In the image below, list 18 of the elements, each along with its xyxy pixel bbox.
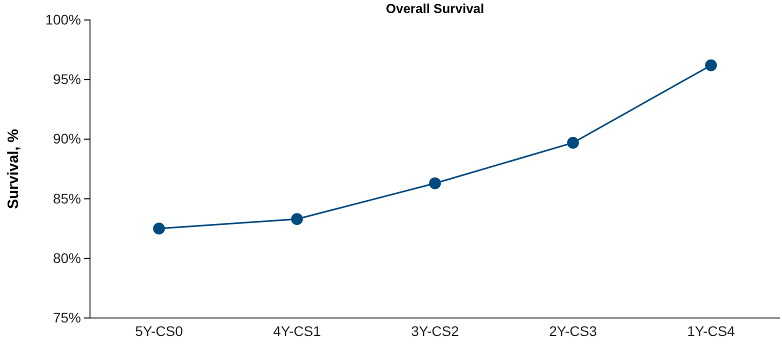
- y-tick-label: 100%: [45, 11, 81, 28]
- chart-title: Overall Survival: [386, 1, 484, 16]
- y-tick-label: 80%: [52, 250, 81, 266]
- y-tick-label: 75%: [52, 309, 81, 326]
- point: [429, 177, 441, 190]
- point: [567, 136, 579, 149]
- x-tick-label: 4Y-CS1: [273, 322, 322, 339]
- y-tick-label: 95%: [52, 71, 81, 88]
- y-tick-label: 90%: [52, 130, 81, 147]
- x-tick-label: 2Y-CS3: [549, 322, 598, 339]
- point: [153, 222, 165, 235]
- x-tick-label: 3Y-CS2: [411, 322, 460, 339]
- x-tick-label: 5Y-CS0: [135, 322, 184, 339]
- point: [291, 213, 303, 225]
- y-axis-title: Survival, %: [5, 128, 22, 210]
- point: [705, 59, 717, 72]
- x-tick-label: 1Y-CS4: [687, 322, 736, 339]
- y-tick-label: 85%: [52, 190, 81, 206]
